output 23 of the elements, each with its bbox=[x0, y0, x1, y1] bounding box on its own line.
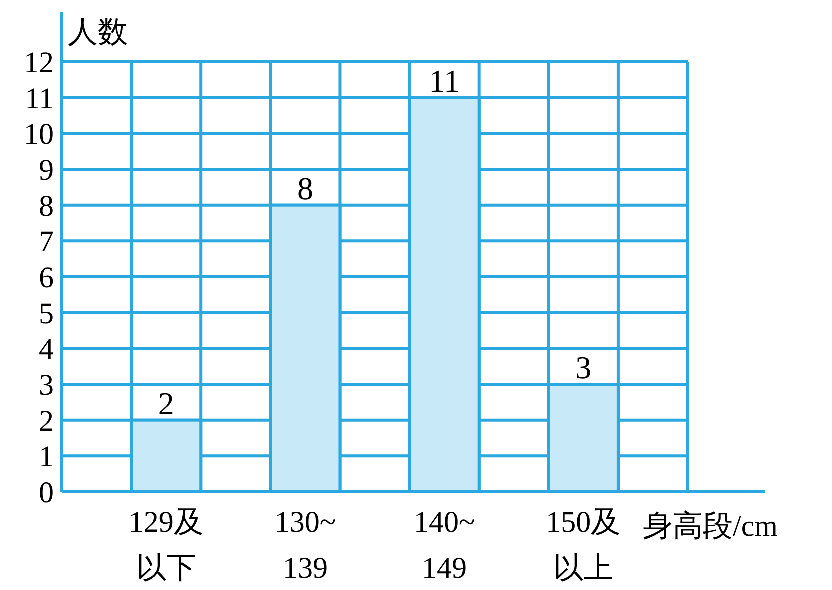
y-tick-label: 12 bbox=[24, 46, 54, 80]
data-label: 3 bbox=[576, 350, 592, 386]
y-axis-title: 人数 bbox=[68, 16, 128, 49]
y-tick-label: 4 bbox=[39, 333, 54, 366]
y-tick-label: 3 bbox=[39, 369, 54, 402]
y-tick-label: 1 bbox=[39, 440, 54, 474]
data-label: 2 bbox=[158, 385, 174, 422]
x-tick-label: 130~139 bbox=[274, 506, 336, 585]
y-tick-label: 7 bbox=[39, 226, 54, 259]
data-label: 8 bbox=[297, 170, 314, 206]
y-tick-label: 6 bbox=[39, 262, 54, 294]
x-tick-label: 129及以下 bbox=[128, 506, 204, 585]
y-tick-label: 9 bbox=[39, 154, 54, 187]
y-tick-label: 8 bbox=[39, 190, 54, 223]
x-tick-label: 140~149 bbox=[414, 506, 476, 585]
y-tick-label: 11 bbox=[25, 82, 54, 116]
y-tick-label: 0 bbox=[39, 476, 54, 510]
y-tick-label: 10 bbox=[24, 118, 54, 152]
x-axis-title: 身高段/cm bbox=[643, 510, 778, 543]
x-tick-label: 150及以上 bbox=[546, 506, 622, 585]
y-tick-label: 2 bbox=[39, 404, 54, 438]
y-tick-label: 5 bbox=[39, 297, 54, 330]
data-label: 11 bbox=[429, 62, 460, 99]
